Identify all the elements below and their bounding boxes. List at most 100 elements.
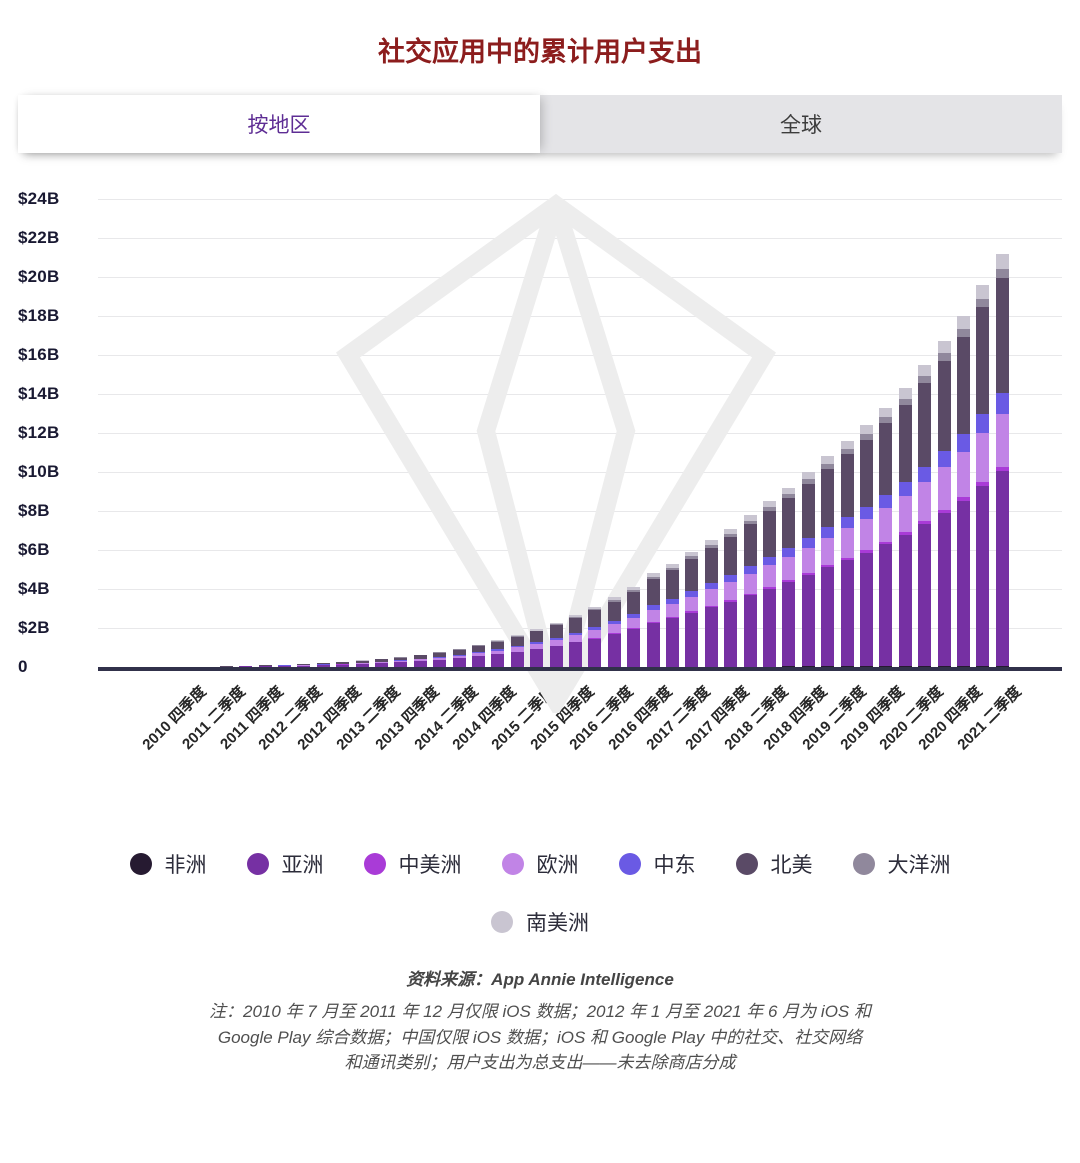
bar-segment (918, 467, 931, 482)
bar-segment (744, 595, 757, 666)
bar-segment (879, 495, 892, 508)
bar-segment (899, 535, 912, 666)
bar-segment (647, 623, 660, 667)
stacked-bar (472, 645, 485, 667)
stacked-bar (414, 655, 427, 667)
legend-item[interactable]: 中东 (619, 849, 696, 879)
bar-segment (821, 456, 834, 464)
stacked-bar (744, 515, 757, 667)
y-tick-label: $20B (18, 267, 59, 287)
legend-dot-icon (736, 853, 758, 875)
y-tick-label: $8B (18, 501, 50, 521)
bar-segment (841, 454, 854, 517)
legend-item[interactable]: 南美洲 (491, 907, 589, 937)
stacked-bar (860, 425, 873, 667)
y-tick-label: $2B (18, 618, 50, 638)
bar-segment (491, 654, 504, 667)
bar-segment (744, 566, 757, 574)
bar-segment (976, 414, 989, 433)
y-tick-label: $6B (18, 540, 50, 560)
legend-item[interactable]: 大洋洲 (853, 849, 951, 879)
footnote-line-3: 和通讯类别；用户支出为总支出——未去除商店分成 (0, 1050, 1080, 1076)
stacked-bar (608, 597, 621, 667)
stacked-bar (569, 615, 582, 667)
legend-label: 亚洲 (282, 849, 324, 879)
bar-segment (957, 316, 970, 329)
bar-segment (530, 649, 543, 667)
bar-segment (608, 602, 621, 621)
legend-label: 欧洲 (537, 849, 579, 879)
bar-segment (918, 524, 931, 666)
legend-label: 大洋洲 (888, 849, 951, 879)
bar-segment (860, 507, 873, 519)
bar-segment (879, 508, 892, 542)
bar-segment (685, 613, 698, 667)
bar-segment (724, 582, 737, 600)
stacked-bar (782, 488, 795, 667)
bars-container (98, 199, 1062, 671)
tab-by-region[interactable]: 按地区 (18, 95, 540, 153)
stacked-bar (685, 552, 698, 667)
stacked-bar (433, 652, 446, 667)
bar-segment (938, 361, 951, 452)
legend-item[interactable]: 非洲 (130, 849, 207, 879)
tab-bar: 按地区 全球 (18, 95, 1062, 153)
bar-segment (996, 278, 1009, 393)
bar-segment (879, 408, 892, 418)
stacked-bar (550, 623, 563, 667)
bar-segment (569, 642, 582, 666)
bar-segment (821, 538, 834, 565)
bar-segment (647, 579, 660, 605)
bar-segment (821, 469, 834, 528)
bar-segment (744, 574, 757, 594)
stacked-bar (957, 316, 970, 667)
stacked-bar (356, 660, 369, 667)
bar-segment (763, 511, 776, 557)
bar-segment (569, 635, 582, 642)
bar-segment (996, 414, 1009, 468)
bar-segment (821, 567, 834, 666)
page: 社交应用中的累计用户支出 按地区 全球 0$2B$4B$6B$8B$10B$12… (0, 30, 1080, 1076)
legend-item[interactable]: 中美洲 (364, 849, 462, 879)
bar-segment (802, 538, 815, 548)
legend-label: 中东 (654, 849, 696, 879)
stacked-bar (627, 587, 640, 667)
bar-segment (976, 433, 989, 483)
legend-label: 非洲 (165, 849, 207, 879)
legend-row-1: 非洲 亚洲 中美洲 欧洲 中东 北美 大洋洲 (0, 849, 1080, 879)
legend-item[interactable]: 北美 (736, 849, 813, 879)
bar-segment (899, 405, 912, 483)
footnote-line-1: 注：2010 年 7 月至 2011 年 12 月仅限 iOS 数据；2012 … (0, 999, 1080, 1025)
legend-item[interactable]: 欧洲 (502, 849, 579, 879)
bar-segment (860, 553, 873, 667)
legend-dot-icon (130, 853, 152, 875)
bar-segment (705, 548, 718, 583)
stacked-bar (394, 657, 407, 667)
stacked-bar (530, 629, 543, 667)
legend-label: 南美洲 (526, 907, 589, 937)
bar-segment (841, 528, 854, 557)
bar-segment (588, 630, 601, 638)
bar-segment (802, 575, 815, 667)
legend-row-2: 南美洲 (0, 907, 1080, 937)
bar-segment (938, 451, 951, 467)
legend-dot-icon (491, 911, 513, 933)
legend-label: 中美洲 (399, 849, 462, 879)
bar-segment (433, 660, 446, 667)
y-tick-label: $24B (18, 189, 59, 209)
stacked-bar (899, 388, 912, 667)
bar-segment (918, 376, 931, 383)
bar-segment (879, 423, 892, 495)
legend-item[interactable]: 亚洲 (247, 849, 324, 879)
bar-segment (860, 425, 873, 434)
bar-segment (976, 285, 989, 299)
bar-segment (957, 501, 970, 666)
tab-global[interactable]: 全球 (540, 95, 1062, 153)
bar-segment (511, 652, 524, 667)
bar-segment (860, 440, 873, 507)
bar-segment (918, 383, 931, 467)
bar-segment (744, 524, 757, 566)
stacked-bar (666, 564, 679, 667)
legend-dot-icon (853, 853, 875, 875)
